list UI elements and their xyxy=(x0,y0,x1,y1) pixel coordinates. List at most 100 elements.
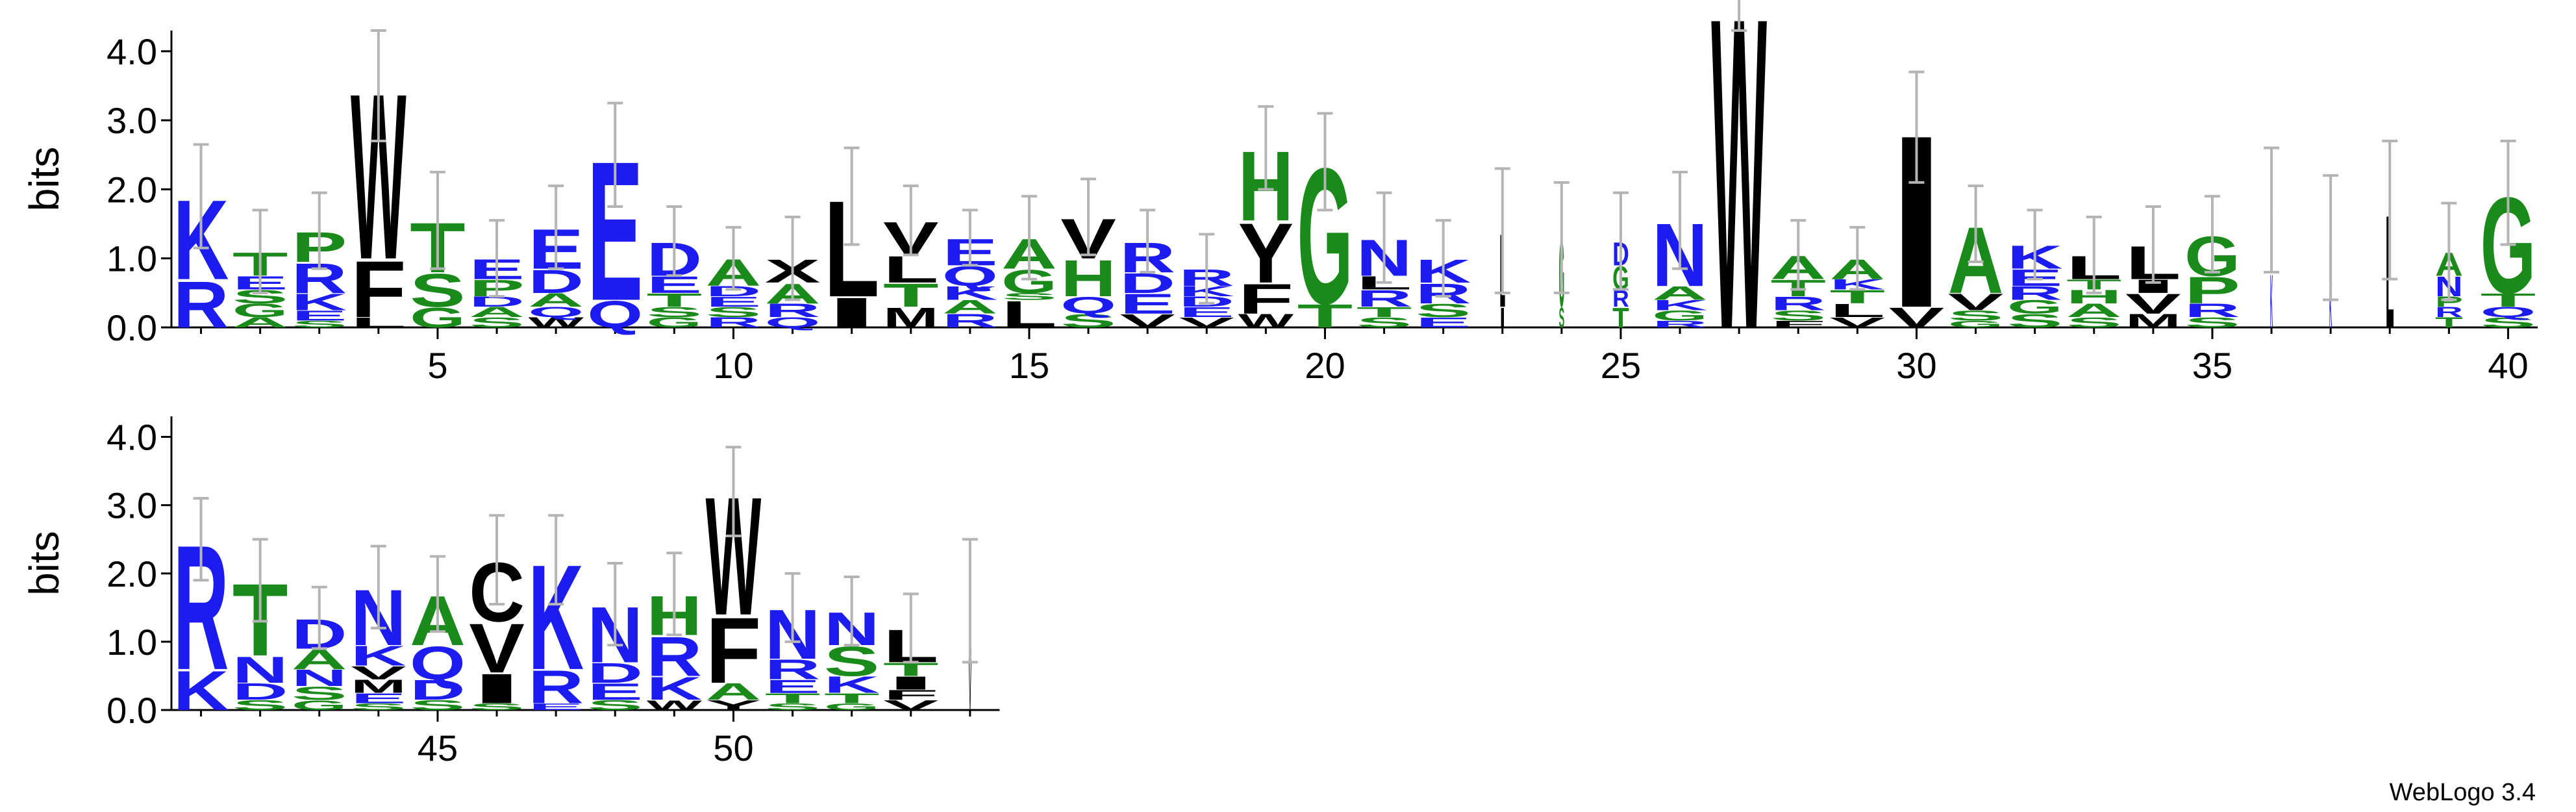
error-bar xyxy=(2382,140,2398,281)
error-bar xyxy=(193,143,209,249)
logo-letter: R xyxy=(706,314,762,330)
x-tick-label: 25 xyxy=(1601,345,1641,386)
error-bar xyxy=(844,576,860,647)
logo-letter: G xyxy=(647,314,703,330)
logo-letter: F xyxy=(351,244,406,335)
logo-letter: Q xyxy=(1060,292,1116,319)
logo-letter: K xyxy=(647,670,703,707)
error-bar xyxy=(489,514,505,606)
error-bar xyxy=(429,170,445,270)
logo-letter: R xyxy=(528,661,584,713)
logo-letter: E xyxy=(587,679,643,705)
logo-letter: S xyxy=(1948,308,2004,324)
error-bar xyxy=(548,184,564,270)
logo-letter: G xyxy=(1652,308,1708,324)
logo-letter: T xyxy=(2435,314,2463,330)
error-bar xyxy=(1435,219,1451,298)
error-bar xyxy=(607,562,623,647)
y-tick-label: 0.0 xyxy=(106,307,157,348)
logo-letter: V xyxy=(1830,314,1886,330)
logo-letter: E xyxy=(1416,314,1471,330)
logo-letter: F xyxy=(1770,319,1826,329)
logo-letter: G xyxy=(410,302,466,334)
logo-letter: Q xyxy=(2481,304,2536,320)
x-tick-label: 30 xyxy=(1896,345,1936,386)
logo-letter: K xyxy=(1652,298,1708,313)
logo-letter: T xyxy=(824,691,880,706)
error-bar xyxy=(1317,112,1333,212)
logo-letter: R xyxy=(1652,319,1708,329)
logo-letter: R xyxy=(765,654,821,685)
logo-letter: L xyxy=(1001,294,1057,336)
logo-letter: S xyxy=(1770,308,1826,324)
x-tick-label: 40 xyxy=(2488,345,2528,386)
error-bar xyxy=(2323,174,2339,301)
error-bar xyxy=(962,538,978,664)
logo-letter: E xyxy=(765,676,821,697)
logo-letter: V xyxy=(1948,288,2004,315)
error-bar xyxy=(1376,191,1392,284)
logo-letter: T xyxy=(765,691,821,706)
logo-letter: Q xyxy=(587,294,643,336)
error-bar xyxy=(1140,209,1156,273)
logo-letter: D xyxy=(232,679,288,705)
error-bar xyxy=(1672,170,1688,270)
logo-letter: A xyxy=(469,304,525,320)
error-bar xyxy=(1849,225,1866,291)
logo-panel: 0.01.02.03.04.0bits4550KRSDNTGSNADSEMVKN… xyxy=(21,416,1000,768)
logo-letter: Q xyxy=(528,304,584,320)
error-bar xyxy=(1021,195,1037,281)
x-tick-label: 10 xyxy=(713,345,753,386)
error-bar xyxy=(1968,184,1984,264)
error-bar xyxy=(311,585,327,650)
logo-letter: S xyxy=(647,304,703,320)
error-bar xyxy=(903,184,919,257)
logo-letter: K xyxy=(292,288,347,315)
logo-letter: V xyxy=(469,610,525,688)
logo-letter: I xyxy=(469,665,525,712)
logo-letter: S xyxy=(2007,310,2063,331)
error-bar xyxy=(193,497,209,582)
error-bar xyxy=(784,572,801,643)
logo-letter: W xyxy=(1238,310,1294,331)
logo-letter: S xyxy=(292,683,347,704)
logo-letter: N xyxy=(232,649,288,691)
error-bar xyxy=(666,552,682,637)
logo-letter: R xyxy=(2435,304,2463,320)
logo-letter: S xyxy=(1001,291,1057,301)
logo-letter: F xyxy=(706,599,762,703)
logo-letter: I xyxy=(824,288,880,336)
logo-letter: V xyxy=(1179,314,1234,330)
error-bar xyxy=(1553,181,1569,294)
logo-letter: I xyxy=(1499,302,1505,334)
logo-letter: S xyxy=(2066,314,2122,330)
logo-letter: D xyxy=(410,674,466,705)
error-bar xyxy=(2145,205,2161,284)
logo-letter: Y xyxy=(1238,205,1294,301)
logo-letter: S xyxy=(292,319,347,329)
y-axis-title: bits xyxy=(21,147,68,212)
error-bar xyxy=(2264,146,2280,273)
error-bar xyxy=(2500,140,2516,246)
logo-letter: W xyxy=(647,698,703,713)
x-tick-label: 45 xyxy=(418,728,458,768)
logo-letter: G xyxy=(232,300,288,322)
logo-letter: T xyxy=(883,277,939,314)
logo-letter: S xyxy=(469,702,525,712)
logo-letter: M xyxy=(2125,310,2181,331)
logo-letter: R xyxy=(1357,285,1412,312)
error-bar xyxy=(844,146,860,246)
logo-letter: W xyxy=(528,314,584,330)
logo-letter: V xyxy=(2125,288,2181,320)
error-bar xyxy=(2027,209,2043,281)
error-bar xyxy=(252,538,268,623)
logo-letter: T xyxy=(647,290,703,311)
logo-letter: H xyxy=(1060,250,1116,308)
error-bar xyxy=(1731,0,1747,32)
error-bar xyxy=(1494,167,1510,294)
error-bar xyxy=(548,514,564,606)
error-bar xyxy=(1258,105,1274,191)
logo-letter: S xyxy=(351,702,406,712)
